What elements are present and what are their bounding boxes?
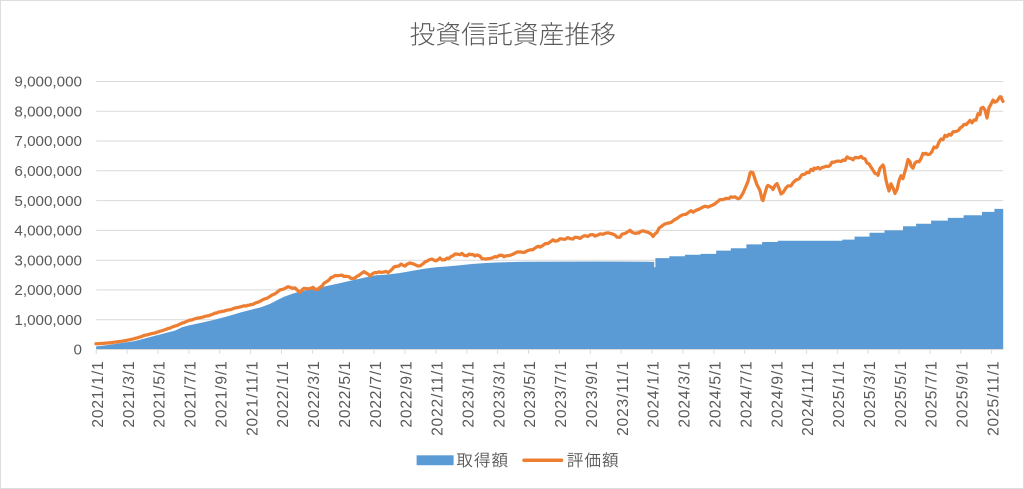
- svg-text:2022/11/1: 2022/11/1: [430, 361, 447, 436]
- svg-text:1,000,000: 1,000,000: [14, 312, 82, 329]
- svg-text:7,000,000: 7,000,000: [14, 133, 82, 150]
- svg-text:2021/3/1: 2021/3/1: [121, 361, 138, 428]
- svg-text:6,000,000: 6,000,000: [14, 163, 82, 180]
- svg-text:2021/1/1: 2021/1/1: [90, 361, 107, 428]
- svg-text:2023/5/1: 2023/5/1: [522, 361, 539, 428]
- svg-text:2022/5/1: 2022/5/1: [337, 361, 354, 428]
- svg-text:2021/9/1: 2021/9/1: [213, 361, 230, 428]
- svg-text:2023/11/1: 2023/11/1: [615, 361, 632, 436]
- svg-text:2022/9/1: 2022/9/1: [399, 361, 416, 428]
- svg-text:2023/9/1: 2023/9/1: [584, 361, 601, 428]
- svg-text:4,000,000: 4,000,000: [14, 223, 82, 240]
- svg-text:9,000,000: 9,000,000: [14, 74, 82, 91]
- svg-text:3,000,000: 3,000,000: [14, 252, 82, 269]
- svg-text:2025/9/1: 2025/9/1: [955, 361, 972, 428]
- svg-text:2024/3/1: 2024/3/1: [677, 361, 694, 428]
- svg-text:2025/3/1: 2025/3/1: [862, 361, 879, 428]
- svg-text:2022/1/1: 2022/1/1: [275, 361, 292, 428]
- svg-text:2023/3/1: 2023/3/1: [491, 361, 508, 428]
- svg-text:8,000,000: 8,000,000: [14, 104, 82, 121]
- svg-text:2021/11/1: 2021/11/1: [244, 361, 261, 436]
- svg-text:2025/1/1: 2025/1/1: [831, 361, 848, 428]
- svg-text:2022/7/1: 2022/7/1: [368, 361, 385, 428]
- svg-text:2023/1/1: 2023/1/1: [461, 361, 478, 428]
- svg-text:2024/5/1: 2024/5/1: [708, 361, 725, 428]
- svg-text:2021/7/1: 2021/7/1: [183, 361, 200, 428]
- svg-text:2023/7/1: 2023/7/1: [553, 361, 570, 428]
- svg-text:2021/5/1: 2021/5/1: [152, 361, 169, 428]
- svg-text:2024/9/1: 2024/9/1: [769, 361, 786, 428]
- svg-text:2025/5/1: 2025/5/1: [893, 361, 910, 428]
- svg-text:0: 0: [74, 342, 82, 359]
- svg-text:2024/1/1: 2024/1/1: [646, 361, 663, 428]
- svg-text:2,000,000: 2,000,000: [14, 282, 82, 299]
- svg-text:2025/7/1: 2025/7/1: [924, 361, 941, 428]
- svg-text:2024/7/1: 2024/7/1: [738, 361, 755, 428]
- svg-text:2025/11/1: 2025/11/1: [985, 361, 1002, 436]
- svg-text:2022/3/1: 2022/3/1: [306, 361, 323, 428]
- svg-text:2024/11/1: 2024/11/1: [800, 361, 817, 436]
- svg-text:5,000,000: 5,000,000: [14, 193, 82, 210]
